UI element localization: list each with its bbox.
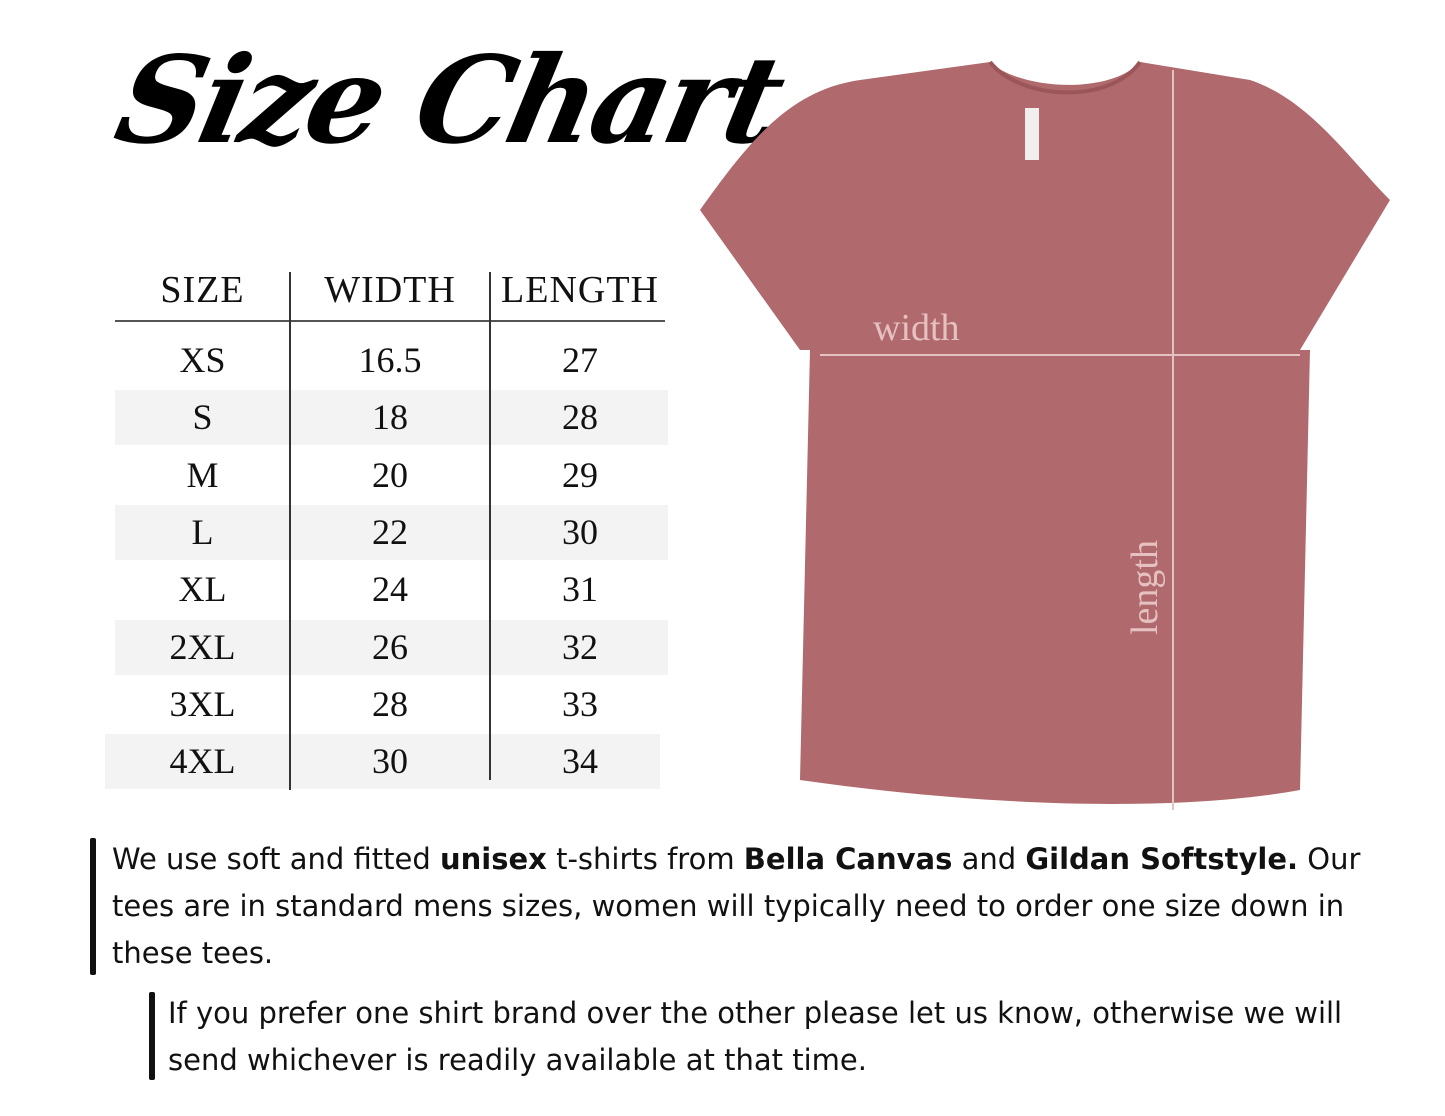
header-divider (115, 320, 665, 322)
cell-size: M (186, 454, 219, 495)
cell-width: 22 (372, 511, 408, 552)
cell-size: 4XL (169, 741, 236, 782)
cell-width: 16.5 (358, 340, 422, 380)
table-row: L 22 30 (115, 504, 668, 560)
cell-length: 34 (562, 741, 598, 782)
note-text: t-shirts from (546, 842, 744, 876)
cell-length: 28 (562, 397, 598, 438)
table-row: M 20 29 (117, 448, 670, 503)
note-text: Our tees are in standard mens sizes, wom… (112, 842, 1361, 970)
cell-size: XS (179, 340, 226, 380)
tshirt-body (700, 62, 1390, 804)
column-divider (289, 272, 291, 790)
cell-size: 2XL (169, 626, 236, 667)
length-label: length (1124, 540, 1166, 635)
note-main: We use soft and fitted unisex t-shirts f… (112, 836, 1422, 977)
cell-width: 18 (372, 397, 408, 438)
table-row: 2XL 26 32 (115, 619, 668, 675)
note-bar (90, 838, 96, 975)
note-secondary: If you prefer one shirt brand over the o… (168, 996, 1343, 1077)
table-row: 4XL 30 34 (105, 734, 660, 790)
header-size: SIZE (160, 269, 245, 311)
cell-length: 33 (562, 683, 598, 724)
cell-width: 26 (372, 626, 408, 667)
table-row: 3XL 28 33 (117, 677, 670, 732)
brand-tag (1025, 108, 1039, 160)
tshirt-image: width length (700, 60, 1390, 810)
cell-size: 3XL (169, 683, 236, 724)
cell-size: L (191, 511, 214, 552)
header-length: LENGTH (501, 269, 659, 311)
cell-length: 30 (562, 511, 598, 552)
cell-width: 28 (372, 683, 408, 724)
cell-length: 32 (562, 626, 598, 667)
table-row: XS 16.5 27 (117, 333, 670, 388)
note-bold: Gildan Softstyle. (1025, 842, 1299, 876)
cell-length: 27 (562, 340, 598, 380)
note-text: and (952, 842, 1026, 876)
table-row: XL 24 31 (117, 562, 670, 617)
cell-width: 30 (372, 741, 408, 782)
cell-size: S (192, 397, 213, 438)
note-bold: unisex (439, 842, 547, 876)
header-width: WIDTH (324, 269, 456, 311)
note-text: We use soft and fitted (112, 842, 440, 876)
table-row: S 18 28 (115, 390, 668, 446)
cell-width: 24 (372, 569, 408, 610)
cell-width: 20 (372, 454, 408, 495)
width-label: width (873, 307, 960, 349)
column-divider (489, 272, 491, 780)
note-bold: Bella Canvas (743, 842, 953, 876)
cell-length: 31 (562, 569, 598, 610)
cell-size: XL (178, 569, 227, 610)
note-bar (149, 992, 155, 1080)
cell-length: 29 (562, 454, 598, 495)
